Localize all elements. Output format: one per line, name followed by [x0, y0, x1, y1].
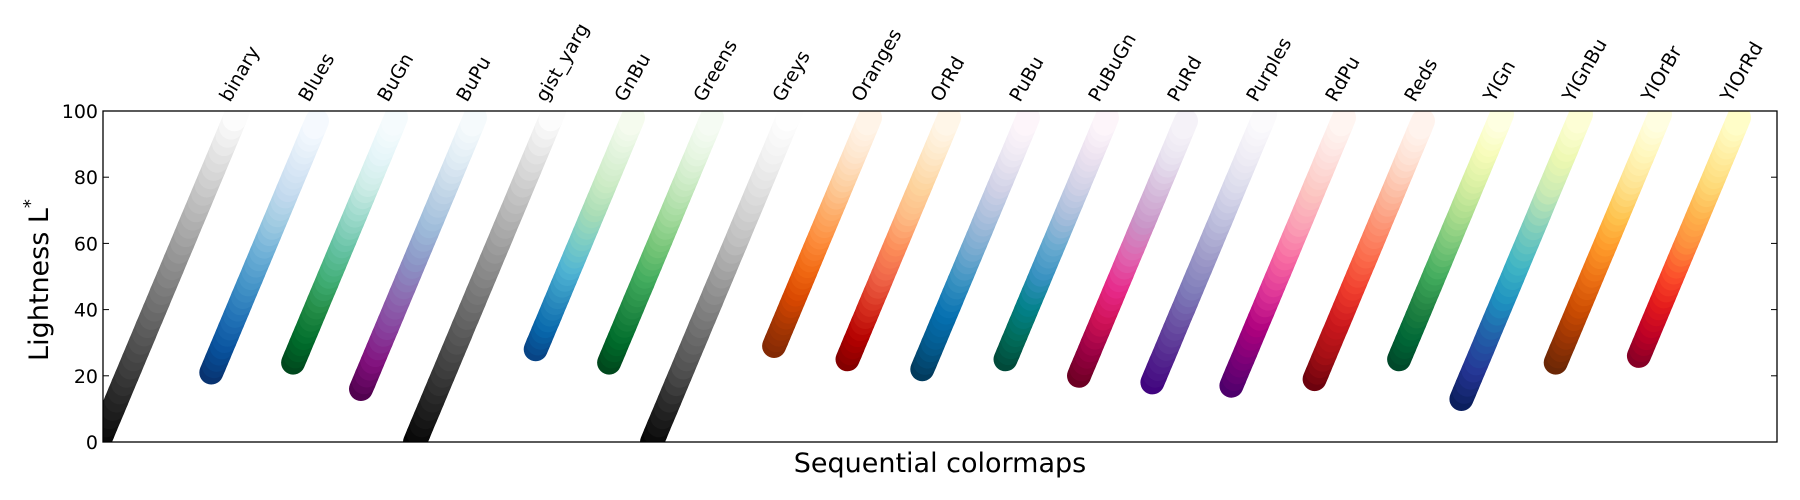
colormap-label-RdPu: RdPu: [1321, 53, 1364, 106]
colormap-stroke-PuBuGn: [993, 111, 1119, 372]
colormap-point: [538, 111, 566, 132]
y-tick-label: 60: [74, 233, 98, 255]
colormap-stroke-Purples: [1140, 111, 1277, 395]
colormap-stroke-BuGn: [281, 111, 408, 375]
plot-area-frame: [102, 110, 1778, 443]
colormap-stroke-YlOrRd: [1626, 111, 1751, 368]
colormap-label-Oranges: Oranges: [847, 25, 906, 105]
colormap-label-binary: binary: [215, 42, 264, 105]
colormap-point: [697, 111, 724, 136]
colormap-label-BuGn: BuGn: [373, 50, 418, 106]
colormap-label-PuRd: PuRd: [1163, 53, 1206, 106]
x-axis-title: Sequential colormaps: [794, 448, 1087, 479]
colormap-stroke-OrRd: [835, 111, 961, 372]
colormap-label-YlGnBu: YlGnBu: [1558, 35, 1612, 106]
y-axis-title: Lightness L*: [20, 199, 55, 361]
colormap-point: [1329, 111, 1356, 137]
y-tick-label: 20: [74, 366, 98, 388]
y-tick-label: 0: [86, 432, 98, 454]
colormap-stroke-GnBu: [523, 111, 645, 362]
colormap-stroke-YlGnBu: [1449, 111, 1593, 411]
colormap-label-Greys: Greys: [768, 47, 815, 106]
colormap-label-Blues: Blues: [294, 50, 339, 106]
colormap-label-PuBu: PuBu: [1005, 53, 1048, 106]
colormap-point: [934, 111, 961, 136]
y-tick-label: 40: [74, 300, 98, 322]
colormap-stroke-RdPu: [1219, 111, 1356, 398]
y-axis-title-main: Lightness L: [24, 208, 55, 361]
colormap-point: [618, 111, 645, 136]
colormap-stroke-Blues: [199, 111, 329, 385]
colormap-point: [1566, 111, 1593, 134]
y-axis-title-superscript: *: [20, 199, 41, 208]
colormap-stroke-gist_yarg: [403, 111, 566, 442]
colormap-stroke-PuBu: [910, 111, 1040, 382]
colormap-label-PuBuGn: PuBuGn: [1084, 30, 1141, 106]
colormap-labels: binary Blues BuGn BuPu gist_yarg GnBu Greens Gr…: [215, 19, 1768, 106]
colormap-label-gist_yarg: gist_yarg: [531, 19, 593, 105]
colormap-stroke-YlOrBr: [1543, 111, 1672, 375]
colormap-point: [855, 111, 882, 136]
colormap-stroke-PuRd: [1067, 111, 1198, 388]
colormap-point: [1013, 111, 1040, 136]
colormap-label-GnBu: GnBu: [610, 50, 655, 106]
colormap-stroke-Oranges: [762, 111, 882, 358]
colormap-stroke-Greens: [597, 111, 724, 375]
colormap-label-Purples: Purples: [1242, 34, 1296, 106]
colormap-stroke-binary: [103, 111, 250, 442]
colormap-point: [302, 111, 329, 140]
colormap-point: [775, 111, 803, 132]
colormap-label-YlGn: YlGn: [1479, 57, 1520, 107]
colormap-label-BuPu: BuPu: [452, 53, 495, 106]
colormap-point: [1250, 111, 1277, 133]
colormap-label-OrRd: OrRd: [926, 53, 969, 106]
colormap-label-YlOrBr: YlOrBr: [1637, 42, 1687, 106]
colormap-strokes: [103, 111, 1751, 442]
colormap-stroke-YlGn: [1387, 111, 1514, 372]
colormap-stroke-Greys: [640, 111, 803, 442]
colormap-point: [1092, 111, 1119, 136]
colormap-point: [1171, 111, 1198, 140]
y-tick-label: 100: [62, 101, 98, 123]
colormap-point: [1487, 111, 1514, 133]
colormap-label-Reds: Reds: [1400, 55, 1442, 106]
colormap-label-YlOrRd: YlOrRd: [1716, 38, 1768, 106]
colormap-stroke-BuPu: [349, 111, 487, 401]
colormap-point: [103, 421, 115, 442]
colormap-point: [1408, 111, 1435, 140]
colormap-point: [1645, 111, 1672, 133]
y-tick-label: 80: [74, 167, 98, 189]
colormap-label-Greens: Greens: [689, 36, 742, 105]
colormap-point: [460, 111, 487, 137]
colormap-point: [222, 111, 250, 132]
y-axis-ticks: 0 20 40 60 80 100: [62, 101, 1777, 454]
colormap-stroke-Reds: [1302, 111, 1435, 392]
colormap-point: [381, 111, 408, 136]
colormap-point: [1724, 111, 1751, 136]
